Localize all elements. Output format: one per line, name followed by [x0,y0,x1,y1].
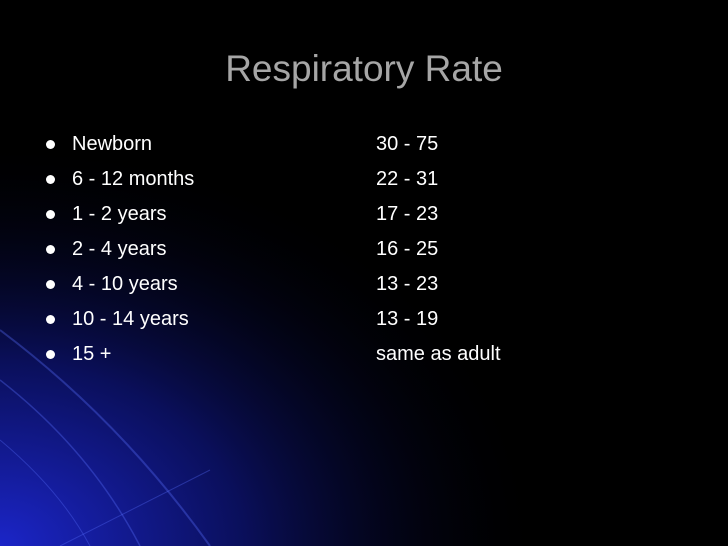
list-row: 15 + same as adult [0,343,728,378]
rate-value: 17 - 23 [376,203,439,225]
rate-value: 16 - 25 [376,238,439,260]
age-label: 10 - 14 years [72,308,189,330]
bullet [46,280,55,289]
slide-title: Respiratory Rate [225,48,503,89]
bullet [46,315,55,324]
list-row: 6 - 12 months 22 - 31 [0,168,728,203]
age-label: 2 - 4 years [72,238,167,260]
list-row: 10 - 14 years 13 - 19 [0,308,728,343]
list-row: Newborn 30 - 75 [0,133,728,168]
age-label: 15 + [72,343,112,365]
rate-value: same as adult [376,343,501,365]
list-row: 2 - 4 years 16 - 25 [0,238,728,273]
age-label: 6 - 12 months [72,168,195,190]
rate-list: Newborn 30 - 75 6 - 12 months 22 - 31 1 - 2 … [0,133,728,378]
rate-value: 13 - 23 [376,273,439,295]
rate-value: 30 - 75 [376,133,439,155]
bullet [46,175,55,184]
age-label: 1 - 2 years [72,203,167,225]
bullet [46,210,55,219]
list-row: 4 - 10 years 13 - 23 [0,273,728,308]
list-row: 1 - 2 years 17 - 23 [0,203,728,238]
age-label: 4 - 10 years [72,273,178,295]
age-label: Newborn [72,133,153,155]
rate-value: 13 - 19 [376,308,439,330]
bullet [46,245,55,254]
rate-value: 22 - 31 [376,168,439,190]
bullet [46,140,55,149]
bullet [46,350,55,359]
